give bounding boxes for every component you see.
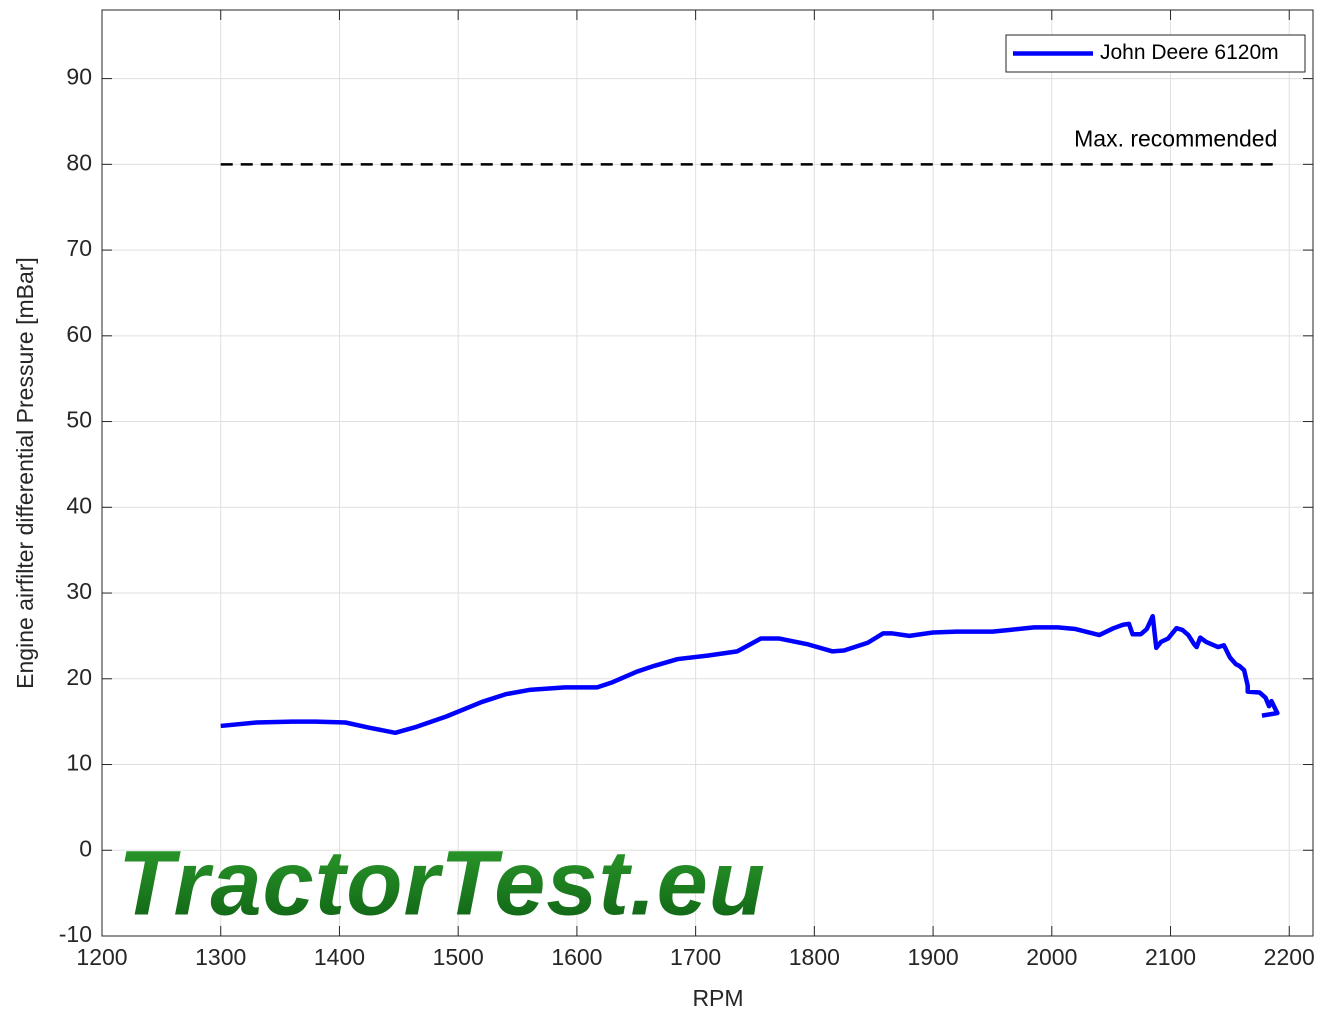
legend: John Deere 6120m bbox=[1005, 34, 1306, 73]
x-tick-label: 2200 bbox=[1264, 944, 1315, 970]
legend-label: John Deere 6120m bbox=[1100, 41, 1279, 64]
y-tick-label: 40 bbox=[66, 492, 92, 518]
y-tick-label: -10 bbox=[59, 921, 92, 947]
x-tick-label: 1200 bbox=[76, 944, 127, 970]
y-tick-label: 10 bbox=[66, 750, 92, 776]
x-tick-label: 1500 bbox=[433, 944, 484, 970]
x-tick-label: 1900 bbox=[907, 944, 958, 970]
x-tick-label: 1700 bbox=[670, 944, 721, 970]
y-tick-label: 30 bbox=[66, 578, 92, 604]
x-tick-label: 2000 bbox=[1026, 944, 1077, 970]
y-axis-label: Engine airfilter differential Pressure [… bbox=[12, 257, 38, 689]
y-tick-label: 90 bbox=[66, 64, 92, 90]
x-axis-label: RPM bbox=[692, 985, 743, 1011]
y-tick-label: 20 bbox=[66, 664, 92, 690]
y-tick-label: 70 bbox=[66, 235, 92, 261]
x-tick-label: 1400 bbox=[314, 944, 365, 970]
watermark: TractorTest.eu bbox=[118, 832, 766, 934]
x-tick-label: 1600 bbox=[551, 944, 602, 970]
y-tick-label: 60 bbox=[66, 321, 92, 347]
plot-frame bbox=[101, 9, 1314, 937]
y-tick-label: 80 bbox=[66, 149, 92, 175]
y-tick-label: 0 bbox=[79, 835, 92, 861]
data-line bbox=[220, 613, 1280, 736]
y-tick-label: 50 bbox=[66, 407, 92, 433]
x-tick-label: 1800 bbox=[789, 944, 840, 970]
x-tick-label: 1300 bbox=[195, 944, 246, 970]
x-tick-label: 2100 bbox=[1145, 944, 1196, 970]
reference-label: Max. recommended bbox=[1074, 125, 1277, 151]
